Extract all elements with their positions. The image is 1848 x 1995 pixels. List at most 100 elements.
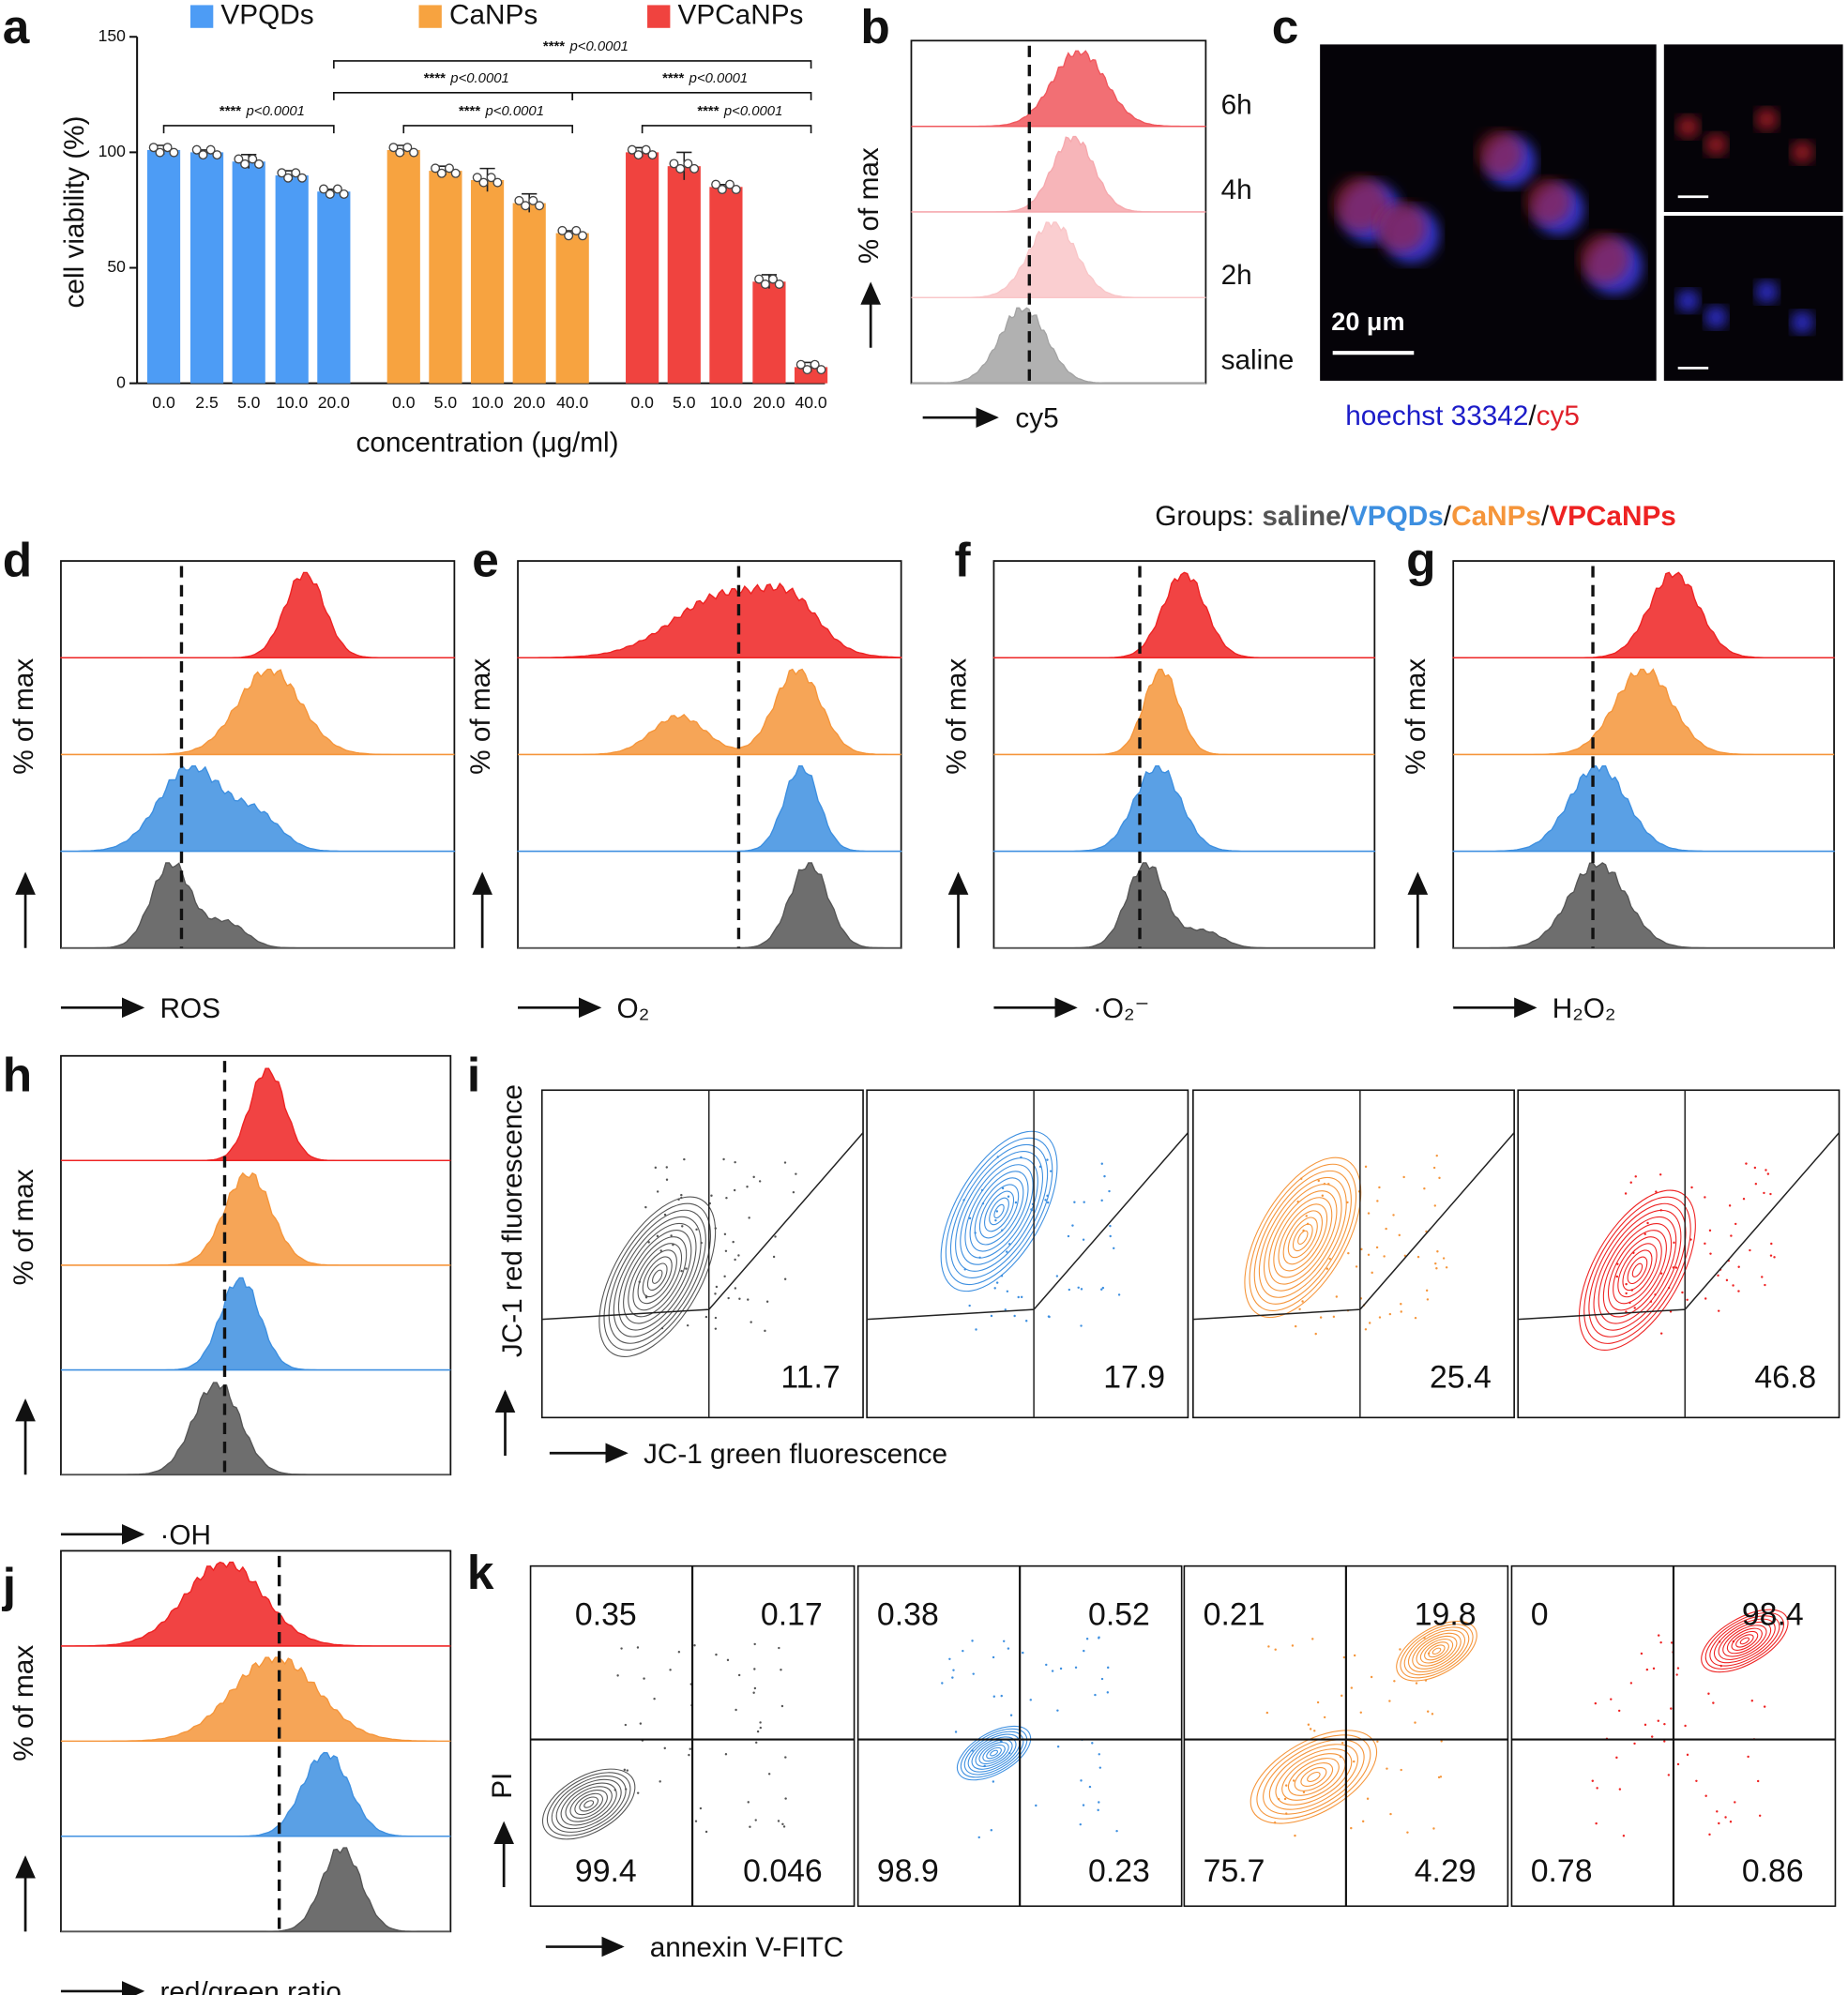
quadrant-value: 98.4 [1742, 1597, 1804, 1633]
event-dot [1100, 1677, 1104, 1681]
event-dot [1388, 1700, 1391, 1702]
contour [1300, 1767, 1327, 1787]
bar [667, 166, 701, 384]
event-dot [1440, 1740, 1443, 1743]
event-dot [1438, 1176, 1441, 1180]
quadrant-value: 0.78 [1531, 1853, 1593, 1889]
x-tick-label: 10.0 [471, 393, 503, 412]
replicate-dot [767, 274, 778, 284]
contour [1281, 1753, 1346, 1801]
groups-label: Groups: [1155, 501, 1254, 532]
panel-letter: g [1406, 532, 1435, 586]
caption-part: hoechst 33342 [1345, 401, 1528, 431]
event-dot [1433, 1204, 1437, 1207]
event-dot [1435, 1154, 1438, 1157]
event-dot [1367, 1212, 1371, 1215]
groups-legend: Groups: saline/VPQDs/CaNPs/VPCaNPs [1155, 501, 1676, 532]
event-dot [1056, 1745, 1060, 1748]
event-dot [1068, 1288, 1071, 1292]
y-axis-label: % of max [8, 1645, 39, 1761]
event-dot [778, 1646, 780, 1650]
event-dot [1690, 1186, 1693, 1189]
event-dot [1730, 1234, 1733, 1237]
event-dot [968, 1217, 972, 1220]
event-dot [714, 1327, 718, 1330]
y-axis-label: JC-1 red fluorescence [497, 1084, 528, 1357]
contour [1403, 1626, 1470, 1676]
event-dot [753, 1668, 756, 1670]
contour [1249, 1163, 1357, 1311]
replicate-dot [444, 163, 454, 174]
event-dot [753, 1642, 756, 1646]
replicate-dot [191, 144, 202, 155]
quadrant-value: 4.29 [1415, 1853, 1477, 1889]
replicate-dot [689, 163, 700, 174]
event-dot [636, 1791, 640, 1794]
event-dot [1646, 1221, 1649, 1225]
contour [541, 1768, 636, 1840]
event-dot [1625, 1282, 1628, 1286]
gate-value: 17.9 [1103, 1360, 1165, 1396]
x-tick-label: 40.0 [556, 393, 588, 412]
p-value: p<0.0001 [569, 39, 629, 54]
histogram [992, 765, 1375, 853]
histogram [1452, 765, 1835, 853]
bar [626, 152, 659, 384]
event-dot [962, 1649, 964, 1653]
contour [1704, 1611, 1784, 1670]
event-dot [732, 1240, 735, 1244]
replicate-dot [633, 150, 644, 160]
y-axis-label: % of max [854, 147, 885, 264]
contour [1268, 1190, 1338, 1285]
contour [1726, 1627, 1763, 1655]
event-dot [783, 1161, 787, 1164]
event-dot [1080, 1288, 1083, 1291]
event-dot [1353, 1654, 1356, 1657]
contour [1731, 1630, 1759, 1651]
event-dot [1368, 1322, 1371, 1324]
event-dot [753, 1686, 757, 1690]
event-dot [1328, 1257, 1331, 1261]
event-dot [1657, 1634, 1660, 1637]
replicate-dot [388, 143, 399, 153]
event-dot [1319, 1316, 1323, 1319]
event-dot [681, 1225, 684, 1228]
contour [993, 1203, 1005, 1219]
quadrant-value: 0 [1531, 1597, 1549, 1633]
event-dot [1088, 1785, 1092, 1789]
contour [1396, 1621, 1477, 1682]
contour [1273, 1197, 1333, 1278]
y-axis-label: cell viability (%) [59, 115, 90, 308]
event-dot [1445, 1266, 1448, 1269]
histogram [517, 765, 902, 853]
event-dot [726, 1658, 730, 1662]
event-dot [686, 1323, 689, 1327]
replicate-dot [564, 231, 574, 241]
hoechst-only [1791, 310, 1814, 334]
event-dot [1305, 1215, 1308, 1217]
event-dot [1077, 1286, 1080, 1290]
event-dot [636, 1646, 640, 1649]
event-dot [1073, 1201, 1076, 1203]
caption-part: / [1528, 401, 1537, 431]
y-axis-label: PI [487, 1773, 518, 1799]
event-dot [1117, 1293, 1121, 1296]
x-axis-label: H₂O₂ [1553, 993, 1616, 1024]
event-dot [1100, 1288, 1103, 1291]
replicate-dot [248, 154, 258, 164]
replicate-dot [528, 195, 538, 205]
row-label: saline [1221, 344, 1295, 375]
event-dot [992, 1780, 995, 1783]
event-dot [795, 1172, 797, 1175]
event-dot [723, 1232, 727, 1236]
event-dot [1383, 1255, 1386, 1258]
panel-letter: i [467, 1048, 480, 1102]
contour [1709, 1615, 1780, 1667]
contour [1722, 1625, 1767, 1657]
event-dot [1640, 1652, 1644, 1655]
significance-bracket [402, 125, 574, 134]
event-dot [784, 1797, 787, 1800]
contour [628, 1236, 688, 1318]
event-dot [1659, 1332, 1663, 1335]
event-dot [941, 1682, 944, 1685]
